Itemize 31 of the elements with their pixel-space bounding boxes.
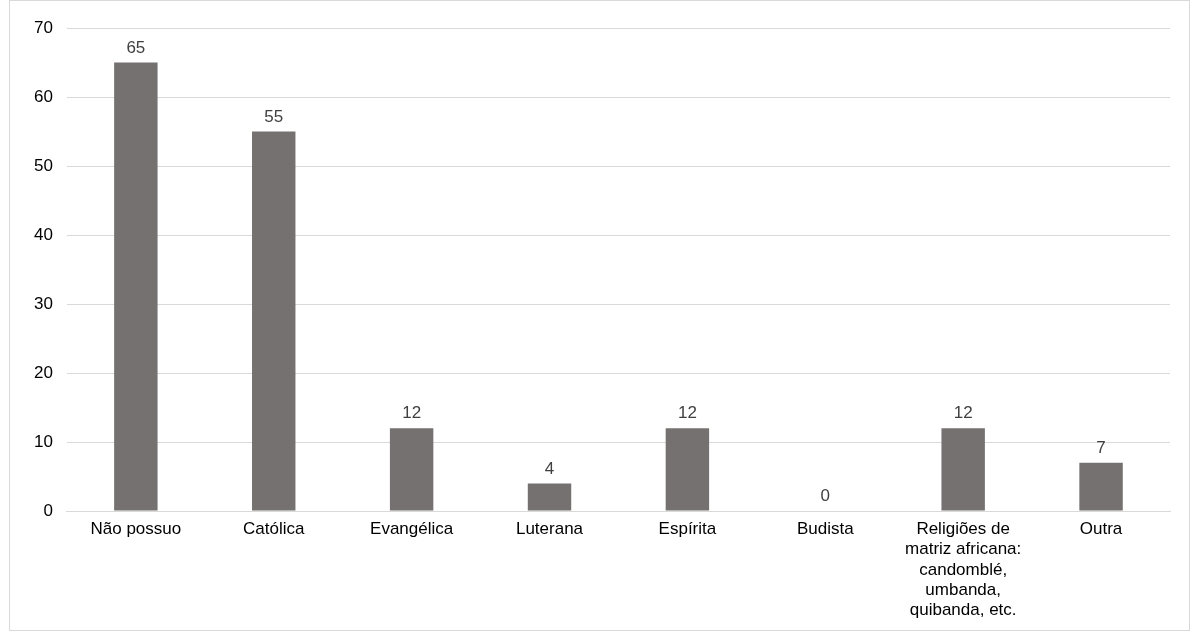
data-label: 12 (402, 403, 422, 423)
y-tick-label: 0 (43, 500, 53, 520)
y-tick-label: 10 (33, 431, 53, 451)
x-tick-label: Não possuo (90, 518, 182, 538)
y-tick-label: 60 (33, 86, 53, 106)
x-tick-label: Budista (796, 518, 855, 538)
data-label: 65 (126, 37, 146, 57)
x-tick-label: Religiões de matriz africana: candomblé, umbanda, quibanda, etc. (905, 518, 1022, 620)
bar (389, 428, 434, 511)
x-tick-label: Espírita (658, 518, 717, 538)
bar (1079, 462, 1123, 511)
y-tick-label: 30 (33, 293, 53, 313)
data-label: 7 (1096, 437, 1106, 457)
bar (114, 62, 158, 511)
data-label: 55 (264, 106, 284, 126)
y-tick-label: 40 (33, 224, 53, 244)
data-label: 4 (544, 458, 555, 478)
bar (941, 428, 985, 511)
bar (527, 483, 572, 511)
y-tick-label: 70 (33, 17, 53, 37)
x-tick-label: Evangélica (370, 518, 454, 538)
data-label: 0 (820, 486, 831, 506)
y-tick-label: 20 (33, 362, 53, 382)
bar (665, 428, 710, 511)
x-tick-label: Outra (1079, 518, 1123, 538)
x-tick-label: Católica (243, 518, 305, 538)
y-tick-label: 50 (33, 155, 53, 175)
data-label: 12 (677, 403, 697, 423)
bar (252, 131, 296, 511)
x-tick-label: Luterana (515, 518, 584, 538)
data-label: 12 (953, 403, 973, 423)
